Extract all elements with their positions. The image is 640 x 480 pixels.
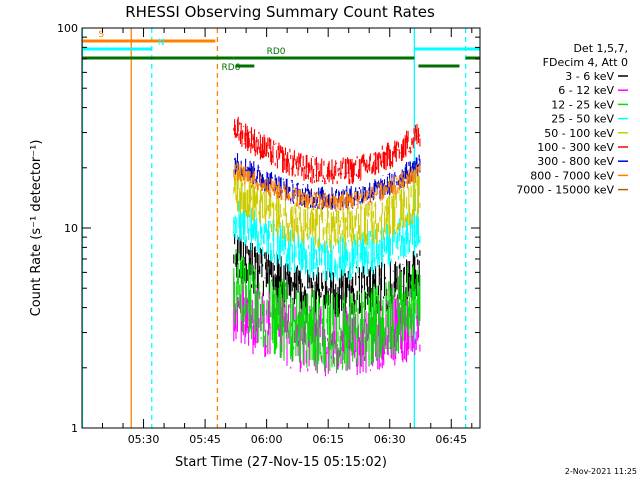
y-tick-label: 1 — [71, 422, 78, 435]
x-tick-label: 06:45 — [435, 433, 467, 446]
legend-entry-label: 800 - 7000 keV — [530, 169, 614, 182]
data-series — [233, 116, 421, 377]
x-axis-label: Start Time (27-Nov-15 05:15:02) — [175, 455, 387, 470]
plot-frame — [81, 27, 481, 429]
series-100_300keV — [233, 116, 421, 187]
series-800_7000keV — [233, 162, 421, 212]
flag-bars: S N RD0 RD6 — [82, 30, 480, 73]
legend-entry-label: 7000 - 15000 keV — [516, 184, 614, 197]
series-25_50keV — [233, 194, 421, 282]
x-tick-label: 05:30 — [128, 433, 160, 446]
footer-timestamp: 2-Nov-2021 11:25 — [565, 467, 637, 476]
legend-header-1: FDecim 4, Att 0 — [543, 56, 628, 69]
flag-label-s: S — [98, 30, 104, 40]
x-tick-label: 06:15 — [312, 433, 344, 446]
y-axis: 1 10 100 — [57, 22, 480, 435]
series-50_100keV — [233, 166, 421, 253]
flag-label-rd6: RD6 — [222, 63, 241, 73]
legend-header-0: Det 1,5,7, — [573, 42, 628, 55]
x-tick-label: 06:30 — [374, 433, 406, 446]
legend-entry-label: 12 - 25 keV — [551, 98, 614, 111]
legend-entry-label: 50 - 100 keV — [544, 127, 614, 140]
legend-entry-label: 25 - 50 keV — [551, 113, 614, 126]
y-tick-label: 10 — [64, 222, 78, 235]
series-12_25keV — [233, 249, 421, 374]
flag-label-n: N — [158, 38, 165, 48]
y-tick-label: 100 — [57, 22, 78, 35]
legend-entry-label: 3 - 6 keV — [565, 70, 614, 83]
legend-entry-label: 6 - 12 keV — [558, 84, 614, 97]
x-axis: 05:30 05:45 06:00 06:15 06:30 06:45 — [102, 28, 473, 446]
y-axis-label: Count Rate (s⁻¹ detector⁻¹) — [29, 140, 44, 317]
x-tick-label: 06:00 — [251, 433, 283, 446]
x-tick-label: 05:45 — [189, 433, 221, 446]
legend-entry-label: 300 - 800 keV — [537, 155, 614, 168]
chart-title: RHESSI Observing Summary Count Rates — [125, 3, 435, 21]
legend-entry-label: 100 - 300 keV — [537, 141, 614, 154]
flag-label-rd0: RD0 — [267, 47, 286, 57]
